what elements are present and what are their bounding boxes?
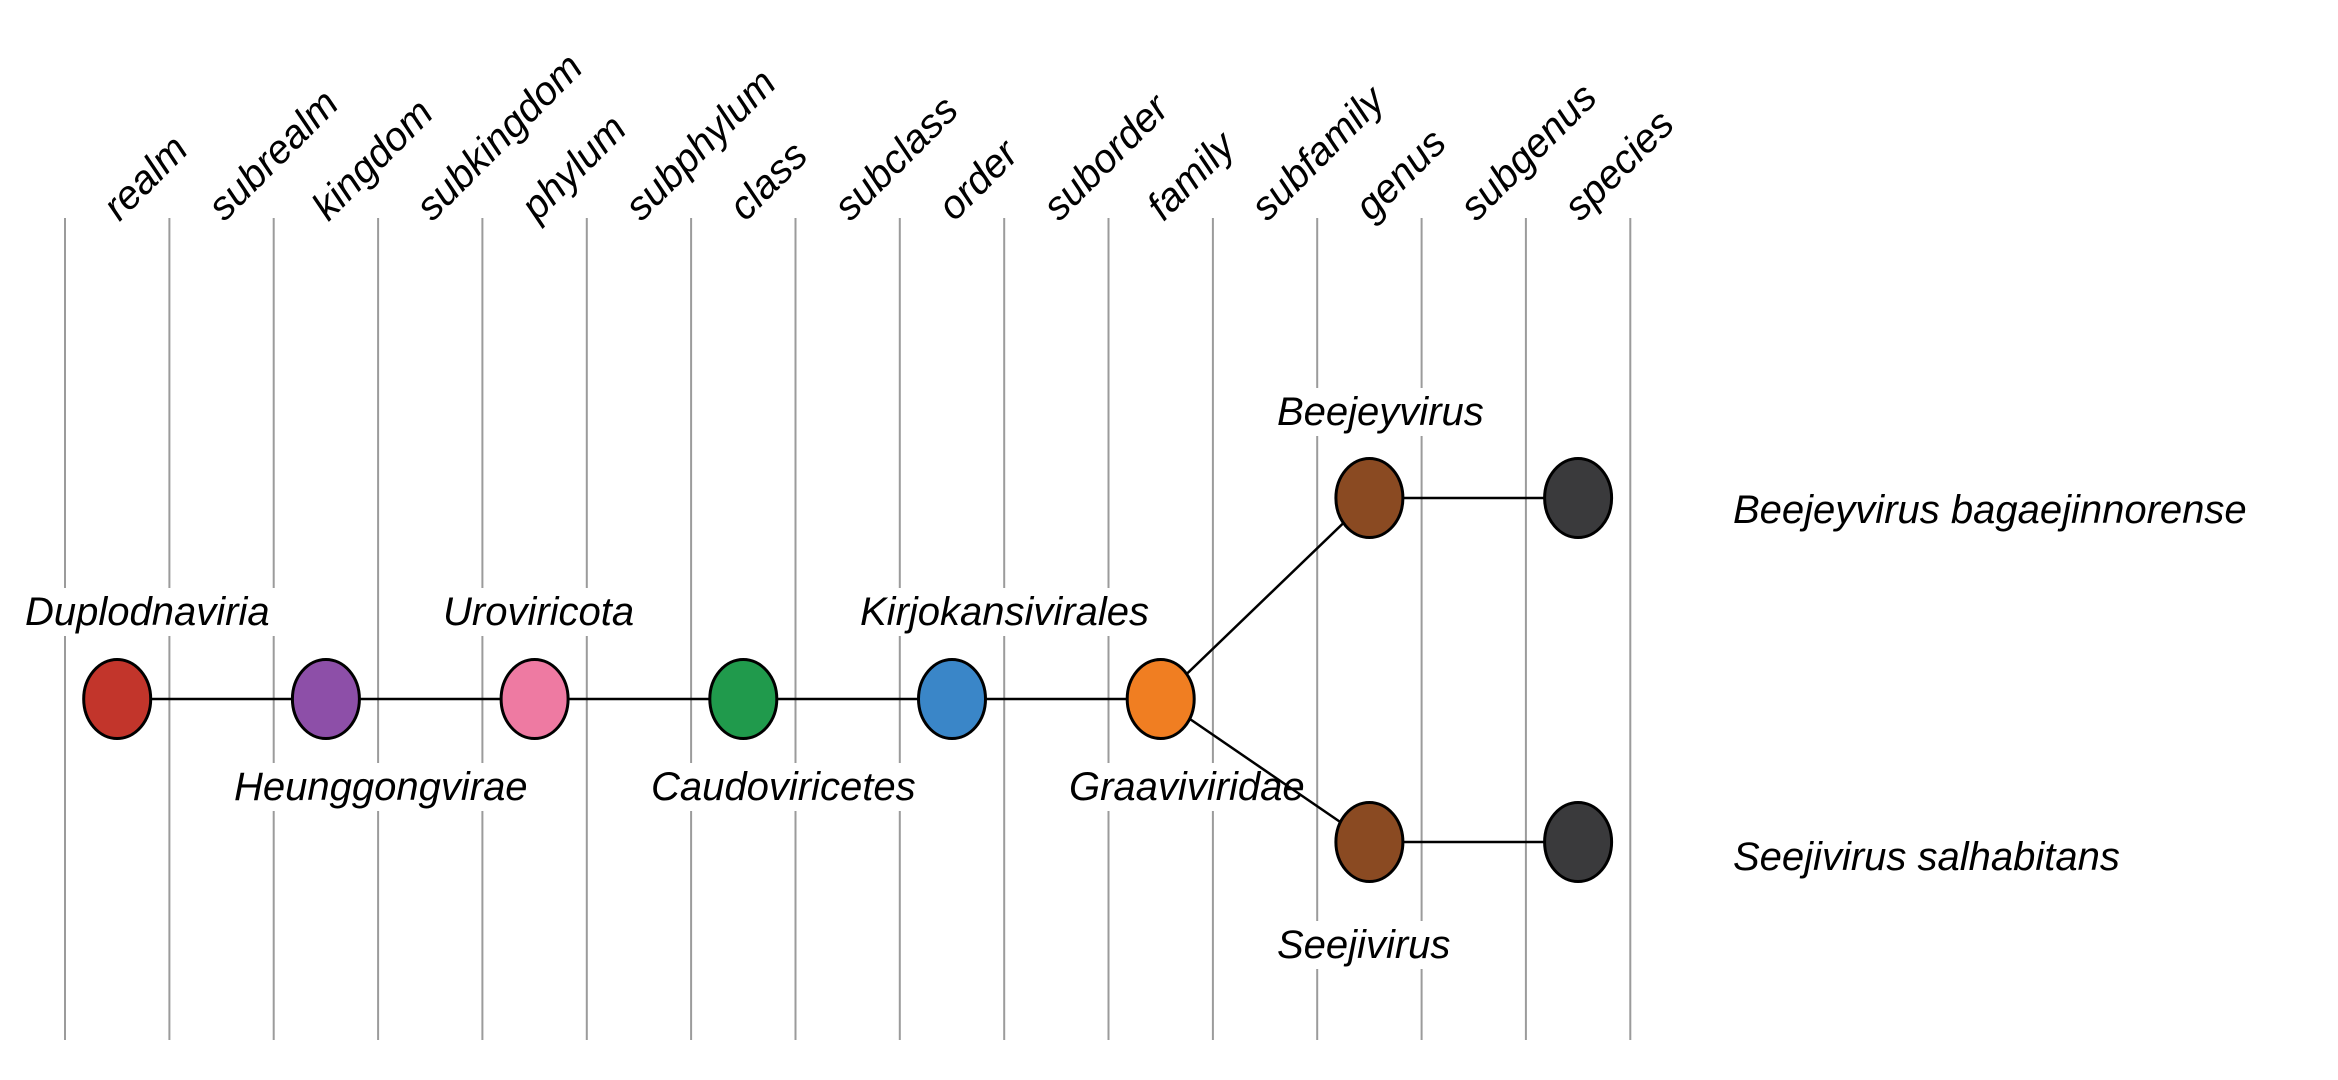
label-species-seejivirus-salhabitans: Seejivirus salhabitans [1727,833,2126,881]
label-phylum-uroviricota: Uroviricota [437,588,641,636]
label-species-beejeyvirus-bagaejinnorense: Beejeyvirus bagaejinnorense [1727,486,2253,534]
label-realm-duplodnaviria: Duplodnaviria [19,588,276,636]
label-order-kirjokansivirales: Kirjokansivirales [854,588,1155,636]
label-genus-seejivirus: Seejivirus [1271,921,1457,969]
label-class-caudoviricetes: Caudoviricetes [645,763,922,811]
label-kingdom-heunggongvirae: Heunggongvirae [228,763,534,811]
label-family-graaviviridae: Graaviviridae [1063,763,1311,811]
label-genus-beejeyvirus: Beejeyvirus [1271,388,1490,436]
